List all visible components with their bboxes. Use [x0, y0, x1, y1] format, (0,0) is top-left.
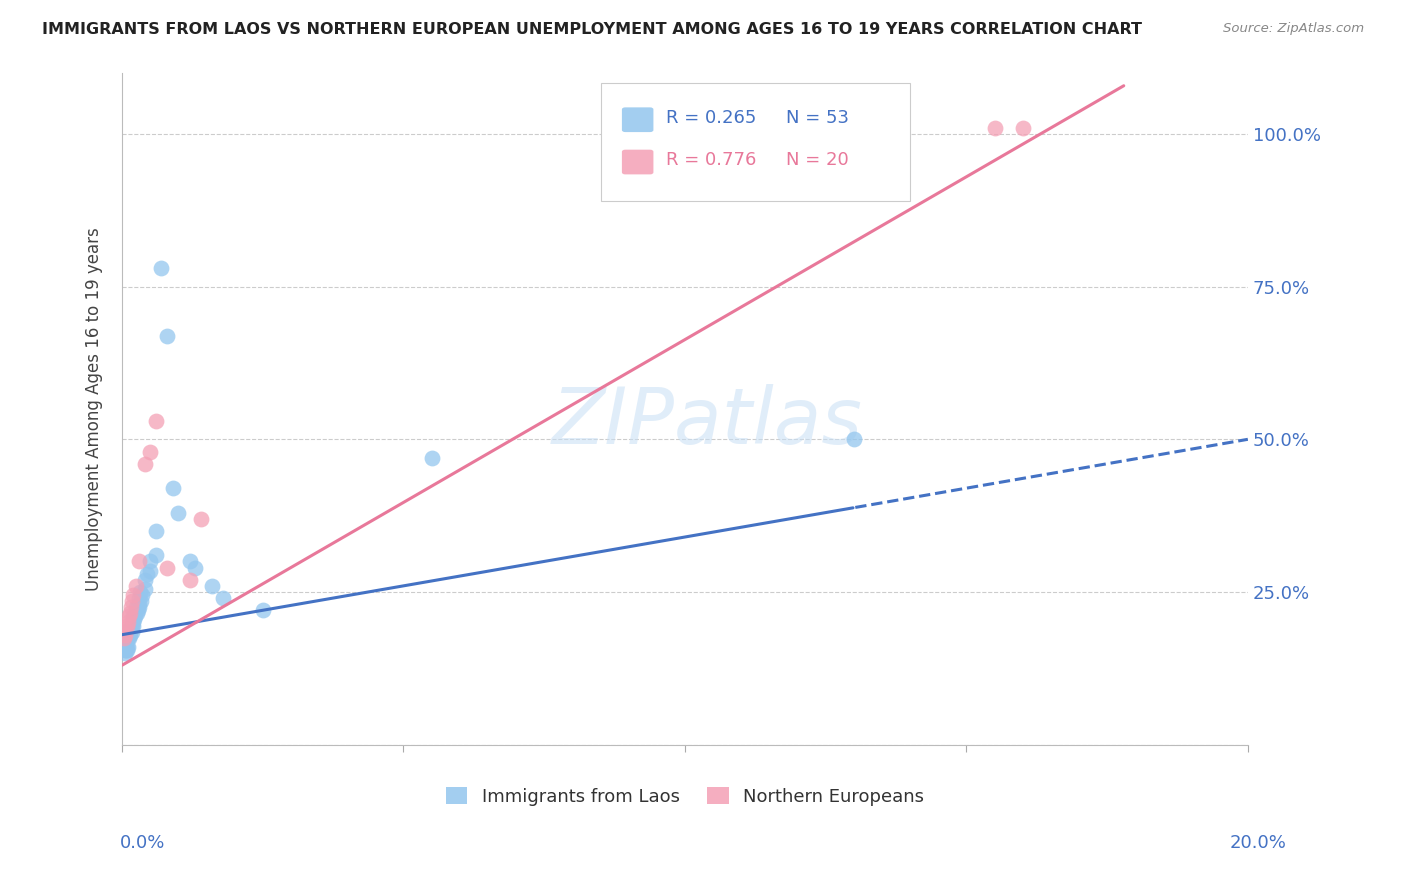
Point — [124, 609, 146, 624]
Point — [114, 640, 136, 654]
Point — [212, 591, 235, 605]
Point — [120, 622, 142, 636]
Point — [117, 615, 139, 630]
Point — [118, 631, 141, 645]
Point — [184, 560, 207, 574]
Point — [114, 646, 136, 660]
Point — [252, 603, 274, 617]
Point — [112, 633, 135, 648]
Point — [121, 624, 143, 639]
Point — [128, 597, 150, 611]
Point — [114, 622, 136, 636]
Point — [124, 612, 146, 626]
Point — [129, 585, 152, 599]
Point — [118, 628, 141, 642]
Point — [121, 618, 143, 632]
Point — [145, 549, 167, 563]
Text: N = 20: N = 20 — [786, 152, 849, 169]
Point — [179, 554, 201, 568]
Point — [134, 457, 156, 471]
Point — [128, 591, 150, 605]
Point — [117, 640, 139, 654]
Point — [131, 588, 153, 602]
Point — [115, 643, 138, 657]
Text: R = 0.776: R = 0.776 — [666, 152, 756, 169]
Point — [139, 564, 162, 578]
Point — [129, 594, 152, 608]
Point — [115, 633, 138, 648]
Point — [842, 433, 865, 447]
Point — [420, 450, 443, 465]
Point — [136, 566, 159, 581]
Y-axis label: Unemployment Among Ages 16 to 19 years: Unemployment Among Ages 16 to 19 years — [86, 227, 103, 591]
Point — [125, 579, 148, 593]
Point — [179, 573, 201, 587]
Point — [156, 328, 179, 343]
Point — [112, 631, 135, 645]
Point — [1011, 120, 1033, 135]
FancyBboxPatch shape — [621, 107, 654, 132]
Point — [122, 618, 145, 632]
Point — [122, 588, 145, 602]
Point — [115, 618, 138, 632]
Point — [115, 643, 138, 657]
Text: 20.0%: 20.0% — [1230, 834, 1286, 852]
Point — [125, 600, 148, 615]
Point — [128, 554, 150, 568]
Point — [120, 600, 142, 615]
Point — [127, 603, 149, 617]
Text: Source: ZipAtlas.com: Source: ZipAtlas.com — [1223, 22, 1364, 36]
Point — [167, 506, 190, 520]
Point — [115, 640, 138, 654]
Legend: Immigrants from Laos, Northern Europeans: Immigrants from Laos, Northern Europeans — [439, 780, 931, 813]
Point — [139, 444, 162, 458]
Point — [190, 511, 212, 525]
Point — [134, 582, 156, 596]
Point — [114, 643, 136, 657]
Point — [118, 607, 141, 621]
Point — [121, 594, 143, 608]
Point — [117, 628, 139, 642]
Point — [983, 120, 1005, 135]
FancyBboxPatch shape — [621, 150, 654, 175]
Point — [201, 579, 224, 593]
Point — [118, 622, 141, 636]
Text: 0.0%: 0.0% — [120, 834, 165, 852]
Point — [128, 600, 150, 615]
Text: ZIPatlas: ZIPatlas — [553, 384, 863, 460]
Point — [150, 261, 173, 276]
Point — [162, 481, 184, 495]
Text: IMMIGRANTS FROM LAOS VS NORTHERN EUROPEAN UNEMPLOYMENT AMONG AGES 16 TO 19 YEARS: IMMIGRANTS FROM LAOS VS NORTHERN EUROPEA… — [42, 22, 1142, 37]
Point — [145, 524, 167, 538]
Point — [139, 554, 162, 568]
Text: R = 0.265: R = 0.265 — [666, 109, 756, 127]
Point — [134, 573, 156, 587]
Point — [117, 631, 139, 645]
Point — [112, 628, 135, 642]
Point — [114, 628, 136, 642]
Text: N = 53: N = 53 — [786, 109, 849, 127]
Point — [118, 609, 141, 624]
FancyBboxPatch shape — [600, 83, 910, 201]
Point — [122, 615, 145, 630]
Point — [120, 624, 142, 639]
Point — [118, 624, 141, 639]
Point — [122, 609, 145, 624]
Point — [156, 560, 179, 574]
Point — [114, 637, 136, 651]
Point — [125, 607, 148, 621]
Point — [145, 414, 167, 428]
